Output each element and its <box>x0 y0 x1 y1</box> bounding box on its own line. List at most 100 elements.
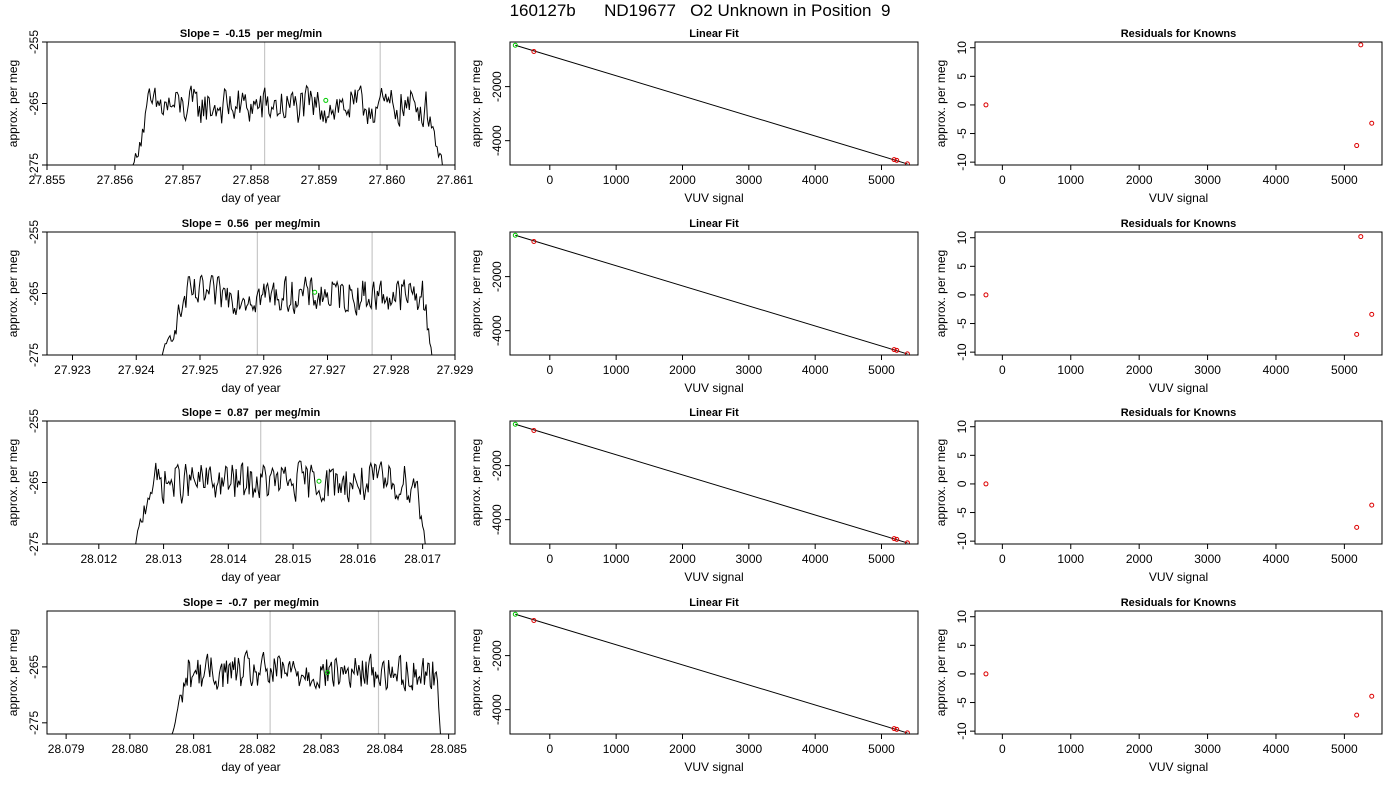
plot-area <box>171 611 441 734</box>
known-point <box>894 536 900 542</box>
panel-title: Residuals for Knowns <box>1121 407 1237 419</box>
mean-point <box>325 670 330 675</box>
panel-title: Linear Fit <box>689 407 739 419</box>
plot-frame <box>509 41 919 166</box>
residual-point <box>1369 120 1375 126</box>
x-axis-label: VUV signal <box>1149 760 1208 774</box>
y-axis-label: approx. per meg <box>6 629 20 716</box>
x-tick-label: 0 <box>999 173 1006 187</box>
x-tick-label: 1000 <box>1057 363 1084 377</box>
y-tick-label: -275 <box>27 710 41 734</box>
residual-point <box>983 481 989 487</box>
x-tick-label: 2000 <box>1126 173 1153 187</box>
x-axis-label: day of year <box>221 191 280 205</box>
panel-title: Linear Fit <box>689 218 739 230</box>
residual-point <box>1369 502 1375 508</box>
x-tick-label: 27.925 <box>182 363 219 377</box>
x-tick-label: 0 <box>546 363 553 377</box>
x-tick-label: 4000 <box>802 173 829 187</box>
residual-point <box>1354 712 1360 718</box>
x-tick-label: 5000 <box>868 363 895 377</box>
y-axis-label: approx. per meg <box>934 60 948 147</box>
panel-residuals-row-3: Residuals for Knowns 0 1000 2000 3000 4000 500… <box>934 407 1383 584</box>
x-axis-label: VUV signal <box>684 760 743 774</box>
x-tick-label: 4000 <box>802 552 829 566</box>
panel-title: Linear Fit <box>689 28 739 40</box>
x-tick-label: 0 <box>546 173 553 187</box>
y-tick-label: 0 <box>955 101 969 108</box>
y-tick-label: -2000 <box>490 261 504 292</box>
panel-residuals-row-4: Residuals for Knowns 0 1000 2000 3000 4000 500… <box>934 597 1383 774</box>
panel-title: Slope = -0.7 per meg/min <box>183 597 319 609</box>
y-tick-label: -4000 <box>490 504 504 535</box>
signal-trace <box>132 84 443 165</box>
x-tick-label: 28.014 <box>210 552 247 566</box>
x-axis-label: day of year <box>221 570 280 584</box>
y-tick-label: 10 <box>955 231 969 245</box>
panel-linear_fit-row-1: Linear Fit 0 1000 2000 3000 4000 5000 -4000 -200… <box>469 28 919 205</box>
x-tick-label: 2000 <box>669 742 696 756</box>
known-point <box>894 347 900 353</box>
plot-area <box>512 421 910 544</box>
x-tick-label: 2000 <box>1126 363 1153 377</box>
known-point <box>904 161 910 165</box>
x-tick-label: 5000 <box>1331 173 1358 187</box>
x-tick-label: 28.082 <box>239 742 276 756</box>
x-axis-label: VUV signal <box>1149 570 1208 584</box>
residual-point <box>1358 234 1364 240</box>
y-tick-label: -5 <box>955 318 969 329</box>
x-tick-label: 28.013 <box>145 552 182 566</box>
x-tick-label: 1000 <box>1057 173 1084 187</box>
panel-timeseries-row-1: Slope = -0.15 per meg/min 27.855 27.856 27.… <box>6 28 474 205</box>
x-axis-label: VUV signal <box>684 381 743 395</box>
x-tick-label: 2000 <box>1126 552 1153 566</box>
plot-frame <box>46 231 456 356</box>
y-tick-label: -2000 <box>490 640 504 671</box>
known-point <box>531 48 537 54</box>
unknown-point <box>512 42 518 48</box>
x-tick-label: 1000 <box>603 363 630 377</box>
plot-frame <box>974 231 1383 356</box>
y-tick-label: 0 <box>955 670 969 677</box>
mean-point <box>312 289 318 295</box>
y-tick-label: 5 <box>955 642 969 649</box>
y-axis-label: approx. per meg <box>469 629 483 716</box>
y-tick-label: 0 <box>955 291 969 298</box>
panel-timeseries-row-2: Slope = 0.56 per meg/min 27.923 27.924 27.9… <box>6 218 474 395</box>
figure-title: 160127b ND19677 O2 Unknown in Position 9 <box>509 1 891 20</box>
y-tick-label: -275 <box>27 153 41 177</box>
x-tick-label: 3000 <box>1194 742 1221 756</box>
x-tick-label: 27.926 <box>245 363 282 377</box>
x-tick-label: 5000 <box>1331 552 1358 566</box>
x-axis-label: VUV signal <box>1149 191 1208 205</box>
fit-line <box>515 613 908 734</box>
y-tick-label: -10 <box>955 153 969 171</box>
y-tick-label: -275 <box>27 532 41 556</box>
x-tick-label: 4000 <box>1263 552 1290 566</box>
plot-area <box>135 421 426 544</box>
panel-linear_fit-row-2: Linear Fit 0 1000 2000 3000 4000 5000 -4000 -200… <box>469 218 919 395</box>
x-tick-label: 1000 <box>603 173 630 187</box>
panel-residuals-row-2: Residuals for Knowns 0 1000 2000 3000 4000 500… <box>934 218 1383 395</box>
y-tick-label: 10 <box>955 610 969 624</box>
x-axis-label: day of year <box>221 381 280 395</box>
x-tick-label: 27.856 <box>97 173 134 187</box>
y-tick-label: -265 <box>27 655 41 679</box>
y-tick-label: -5 <box>955 128 969 139</box>
x-tick-label: 27.859 <box>301 173 338 187</box>
unknown-point <box>512 232 518 238</box>
y-tick-label: -10 <box>955 343 969 361</box>
panel-title: Residuals for Knowns <box>1121 28 1237 40</box>
panel-title: Slope = 0.87 per meg/min <box>182 407 321 419</box>
known-point <box>904 540 910 544</box>
residual-point <box>983 292 989 298</box>
x-tick-label: 1000 <box>603 742 630 756</box>
plot-area <box>512 232 910 355</box>
y-tick-label: -265 <box>27 281 41 305</box>
y-axis-label: approx. per meg <box>6 439 20 526</box>
signal-trace <box>171 649 441 734</box>
plot-frame <box>974 41 1383 166</box>
x-tick-label: 27.928 <box>373 363 410 377</box>
residual-point <box>1354 524 1360 530</box>
y-axis-label: approx. per meg <box>934 250 948 337</box>
